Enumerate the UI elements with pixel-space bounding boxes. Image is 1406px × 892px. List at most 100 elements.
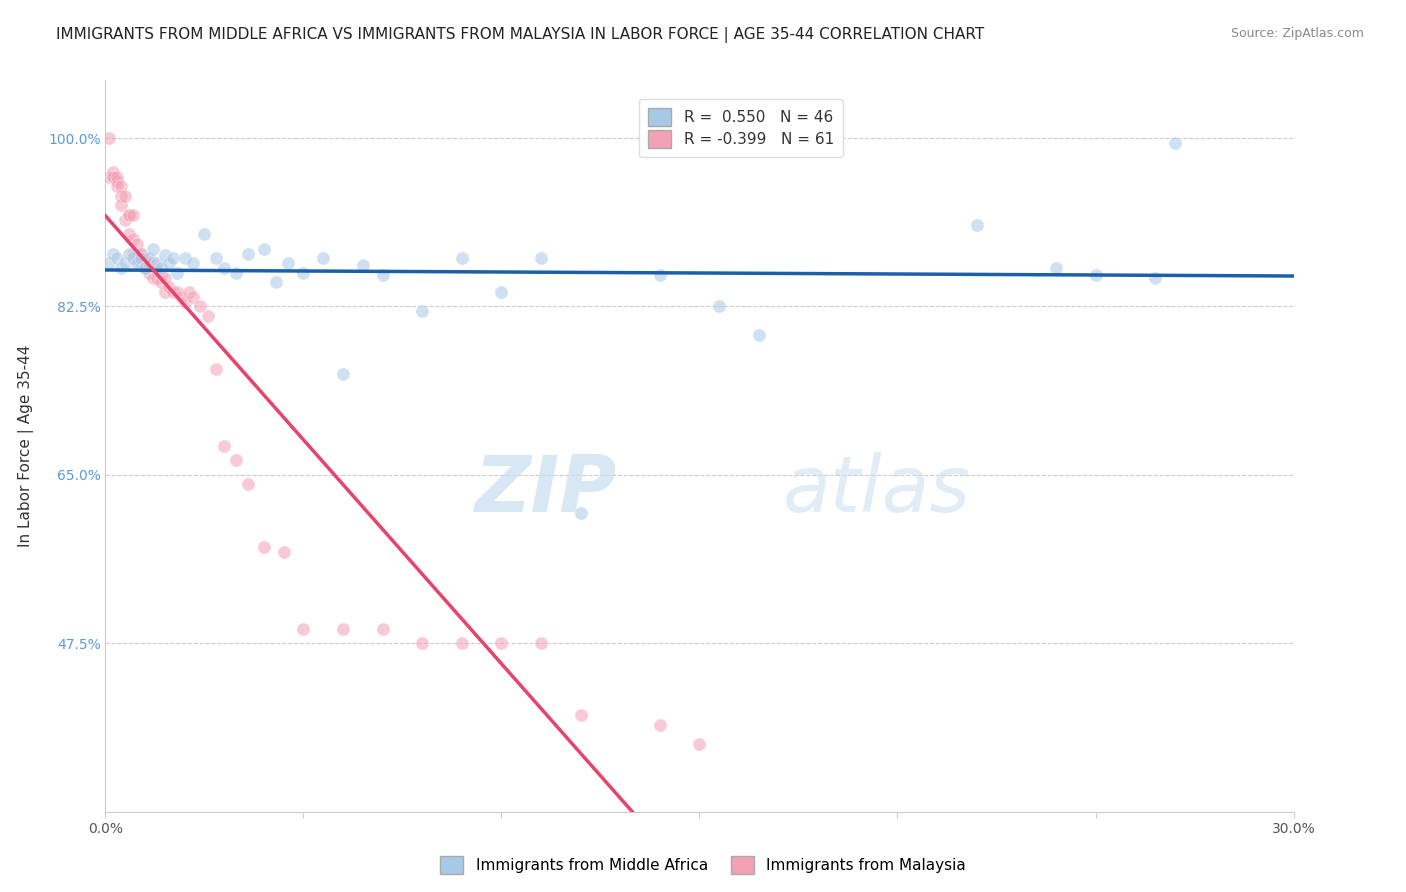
Point	[225, 266, 247, 280]
Point	[225, 453, 247, 467]
Point	[491, 285, 513, 299]
Point	[105, 169, 128, 184]
Point	[138, 252, 160, 266]
Point	[1164, 136, 1187, 150]
Point	[173, 294, 195, 309]
Point	[138, 266, 160, 280]
Point	[332, 367, 354, 381]
Point	[149, 260, 172, 275]
Point	[142, 242, 165, 256]
Point	[142, 270, 165, 285]
Point	[157, 256, 180, 270]
Point	[149, 276, 172, 290]
Point	[118, 208, 141, 222]
Point	[569, 708, 592, 723]
Point	[371, 268, 394, 282]
Point	[149, 268, 172, 282]
Point	[214, 439, 236, 453]
Point	[110, 198, 132, 212]
Text: atlas: atlas	[783, 452, 970, 528]
Point	[236, 477, 259, 491]
Point	[411, 304, 433, 318]
Text: Source: ZipAtlas.com: Source: ZipAtlas.com	[1230, 27, 1364, 40]
Point	[273, 545, 295, 559]
Point	[197, 309, 219, 323]
Point	[214, 260, 236, 275]
Point	[127, 236, 149, 251]
Y-axis label: In Labor Force | Age 35-44: In Labor Force | Age 35-44	[18, 345, 34, 547]
Point	[530, 252, 553, 266]
Point	[166, 285, 188, 299]
Point	[122, 208, 145, 222]
Point	[450, 252, 472, 266]
Point	[114, 212, 136, 227]
Point	[236, 246, 259, 260]
Point	[98, 256, 121, 270]
Point	[253, 540, 276, 554]
Point	[110, 260, 132, 275]
Point	[205, 252, 228, 266]
Point	[411, 636, 433, 650]
Point	[153, 270, 176, 285]
Point	[110, 188, 132, 202]
Text: ZIP: ZIP	[474, 452, 616, 528]
Text: IMMIGRANTS FROM MIDDLE AFRICA VS IMMIGRANTS FROM MALAYSIA IN LABOR FORCE | AGE 3: IMMIGRANTS FROM MIDDLE AFRICA VS IMMIGRA…	[56, 27, 984, 43]
Point	[352, 258, 374, 272]
Point	[118, 246, 141, 260]
Point	[530, 636, 553, 650]
Point	[127, 252, 149, 266]
Point	[181, 290, 204, 304]
Point	[114, 188, 136, 202]
Point	[748, 328, 770, 343]
Point	[103, 169, 125, 184]
Point	[173, 252, 195, 266]
Point	[162, 285, 184, 299]
Point	[190, 300, 212, 314]
Point	[146, 256, 169, 270]
Legend: R =  0.550   N = 46, R = -0.399   N = 61: R = 0.550 N = 46, R = -0.399 N = 61	[640, 99, 844, 157]
Point	[129, 256, 152, 270]
Point	[689, 737, 711, 751]
Point	[371, 622, 394, 636]
Point	[292, 622, 315, 636]
Point	[134, 252, 156, 266]
Point	[105, 179, 128, 194]
Point	[146, 270, 169, 285]
Point	[105, 252, 128, 266]
Point	[103, 169, 125, 184]
Point	[1084, 268, 1107, 282]
Point	[193, 227, 215, 242]
Point	[98, 169, 121, 184]
Point	[127, 256, 149, 270]
Point	[253, 242, 276, 256]
Point	[129, 252, 152, 266]
Legend: Immigrants from Middle Africa, Immigrants from Malaysia: Immigrants from Middle Africa, Immigrant…	[434, 850, 972, 880]
Point	[569, 507, 592, 521]
Point	[118, 227, 141, 242]
Point	[648, 718, 671, 732]
Point	[709, 300, 731, 314]
Point	[122, 252, 145, 266]
Point	[1045, 260, 1067, 275]
Point	[491, 636, 513, 650]
Point	[205, 362, 228, 376]
Point	[134, 260, 156, 275]
Point	[103, 246, 125, 260]
Point	[648, 268, 671, 282]
Point	[166, 266, 188, 280]
Point	[966, 218, 988, 232]
Point	[312, 252, 335, 266]
Point	[105, 174, 128, 188]
Point	[103, 164, 125, 178]
Point	[142, 256, 165, 270]
Point	[1143, 270, 1166, 285]
Point	[110, 179, 132, 194]
Point	[181, 256, 204, 270]
Point	[292, 266, 315, 280]
Point	[162, 252, 184, 266]
Point	[277, 256, 299, 270]
Point	[98, 131, 121, 145]
Point	[153, 248, 176, 262]
Point	[157, 280, 180, 294]
Point	[118, 208, 141, 222]
